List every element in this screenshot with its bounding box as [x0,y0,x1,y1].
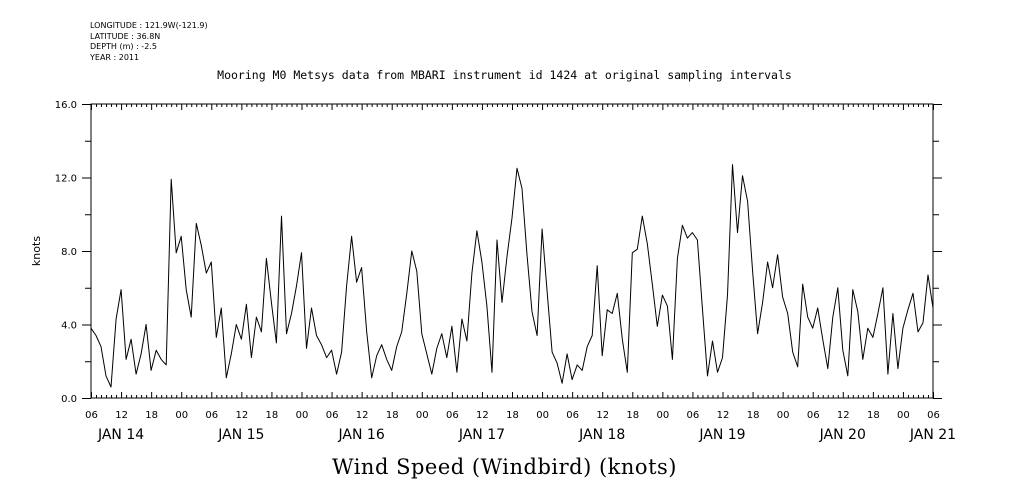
x-hour-label: 00 [897,410,910,421]
x-hour-label: 12 [356,410,369,421]
x-hour-label: 06 [85,410,98,421]
wind-speed-line [90,164,934,388]
x-hour-label: 00 [175,410,188,421]
longitude-label: LONGITUDE : 121.9W(-121.9) [90,21,208,30]
x-day-label: JAN 14 [97,427,144,443]
x-hour-label: 18 [867,410,880,421]
x-hour-label: 12 [476,410,489,421]
x-hour-label: 06 [205,410,218,421]
x-day-label: JAN 15 [217,427,264,443]
x-hour-label: 12 [837,410,850,421]
year-label: YEAR : 2011 [90,52,140,62]
y-tick-label: 16.0 [55,100,77,111]
y-tick-label: 4.0 [61,321,77,332]
x-day-label: JAN 17 [458,427,505,443]
x-hour-label: 18 [145,410,158,421]
y-tick-label: 8.0 [61,247,77,258]
x-day-label: JAN 16 [338,427,385,443]
x-hour-label: 06 [326,410,339,421]
x-hour-label: 06 [687,410,700,421]
plot-frame [90,103,934,399]
y-axis-label: knots [30,236,43,266]
x-hour-label: 12 [717,410,730,421]
x-day-label: JAN 20 [819,427,866,443]
x-hour-label: 18 [506,410,519,421]
metadata-block: LONGITUDE : 121.9W(-121.9) LATITUDE : 36… [90,21,208,63]
x-hour-label: 06 [446,410,459,421]
chart-subtitle: Wind Speed (Windbird) (knots) [332,455,677,479]
x-day-label: JAN 21 [909,427,956,443]
x-hour-label: 06 [566,410,579,421]
y-tick-label: 12.0 [55,174,77,185]
latitude-label: LATITUDE : 36.8N [90,31,161,41]
x-hour-label: 18 [266,410,279,421]
x-hour-label: 00 [777,410,790,421]
x-hour-label: 12 [596,410,609,421]
y-tick-label: 0.0 [61,394,77,405]
x-hour-label: 18 [386,410,399,421]
x-hour-label: 12 [235,410,248,421]
chart-title: Mooring M0 Metsys data from MBARI instru… [217,68,792,82]
x-day-label: JAN 19 [698,427,745,443]
x-hour-label: 00 [416,410,429,421]
x-hour-label: 06 [927,410,940,421]
x-hour-label: 06 [807,410,820,421]
x-hour-label: 00 [296,410,309,421]
x-hour-label: 00 [536,410,549,421]
x-day-label: JAN 18 [578,427,625,443]
x-hour-label: 18 [747,410,760,421]
x-hour-label: 12 [115,410,128,421]
depth-label: DEPTH (m) : -2.5 [90,42,157,51]
x-hour-label: 00 [656,410,669,421]
x-hour-label: 18 [626,410,639,421]
